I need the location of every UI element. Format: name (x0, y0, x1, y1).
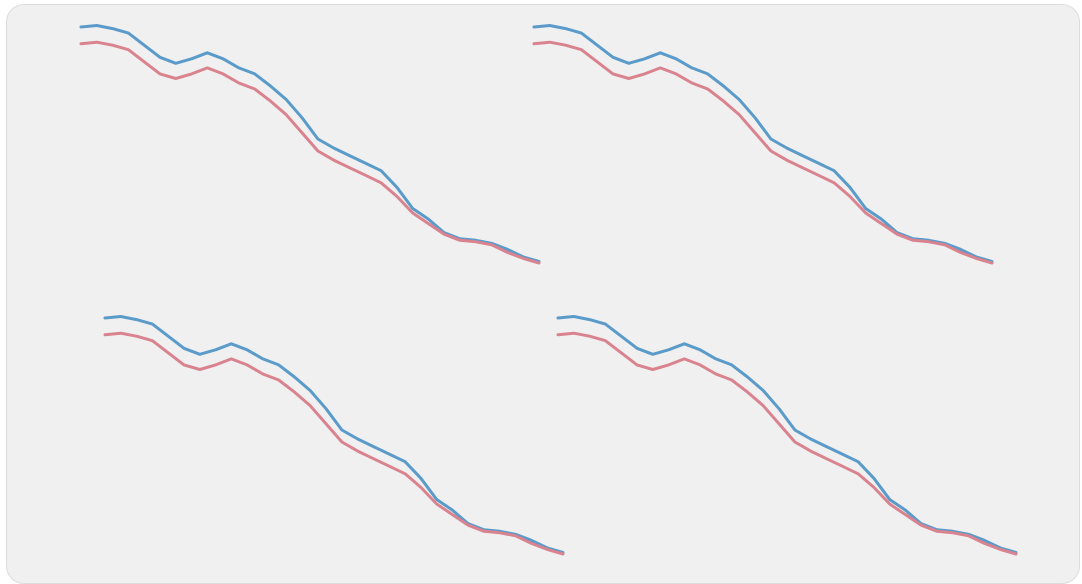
series-line-2 (79, 40, 541, 265)
line-chart-bottom-right (552, 306, 1022, 566)
chart-plot (532, 24, 994, 265)
series-line-2 (532, 40, 994, 265)
line-chart-top-right (528, 15, 998, 275)
series-line-2 (556, 331, 1018, 556)
series-line-2 (103, 331, 565, 556)
line-chart-bottom-left (99, 306, 569, 566)
chart-plot (556, 315, 1018, 556)
chart-plot (103, 315, 565, 556)
chart-plot (79, 24, 541, 265)
line-chart-top-left (75, 15, 545, 275)
chart-card (6, 4, 1080, 584)
